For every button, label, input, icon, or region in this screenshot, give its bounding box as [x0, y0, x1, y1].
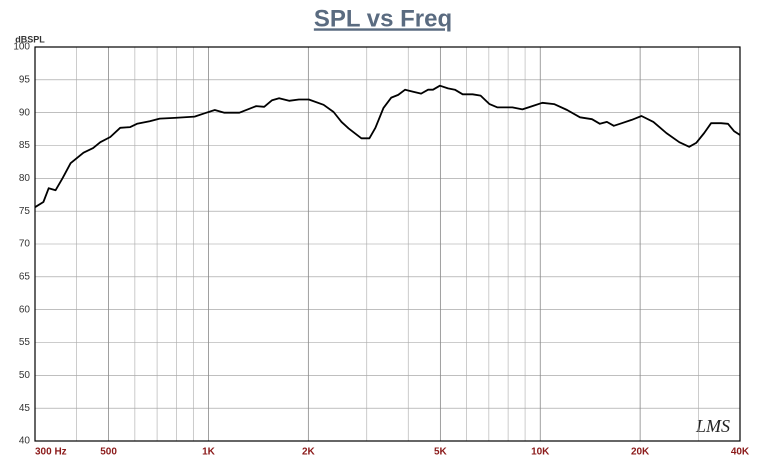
x-tick-label: 2K: [302, 447, 316, 458]
watermark: LMS: [695, 416, 730, 436]
y-tick-label: 90: [19, 107, 31, 118]
x-tick-label: 1K: [202, 447, 216, 458]
y-tick-label: 70: [19, 239, 31, 250]
x-tick-label: 500: [100, 447, 117, 458]
y-tick-label: 45: [19, 403, 31, 414]
y-tick-label: 60: [19, 304, 31, 315]
y-tick-label: 75: [19, 206, 31, 217]
y-tick-label: 65: [19, 271, 31, 282]
y-tick-label: 40: [19, 436, 31, 447]
x-tick-label: 300 Hz: [35, 447, 67, 458]
y-tick-label: 55: [19, 337, 31, 348]
y-tick-label: 95: [19, 74, 31, 85]
y-tick-label: 100: [13, 42, 30, 53]
y-tick-label: 85: [19, 140, 31, 151]
y-tick-label: 80: [19, 173, 31, 184]
series-line: [34, 84, 741, 208]
x-tick-label: 5K: [434, 447, 448, 458]
x-tick-label: 10K: [531, 447, 550, 458]
chart-title: SPL vs Freq: [314, 5, 452, 32]
plot-border: [34, 46, 741, 442]
y-tick-label: 50: [19, 370, 31, 381]
x-tick-label: 40K: [731, 447, 750, 458]
x-tick-label: 20K: [631, 447, 650, 458]
y-axis-label: dBSPL: [15, 34, 45, 44]
